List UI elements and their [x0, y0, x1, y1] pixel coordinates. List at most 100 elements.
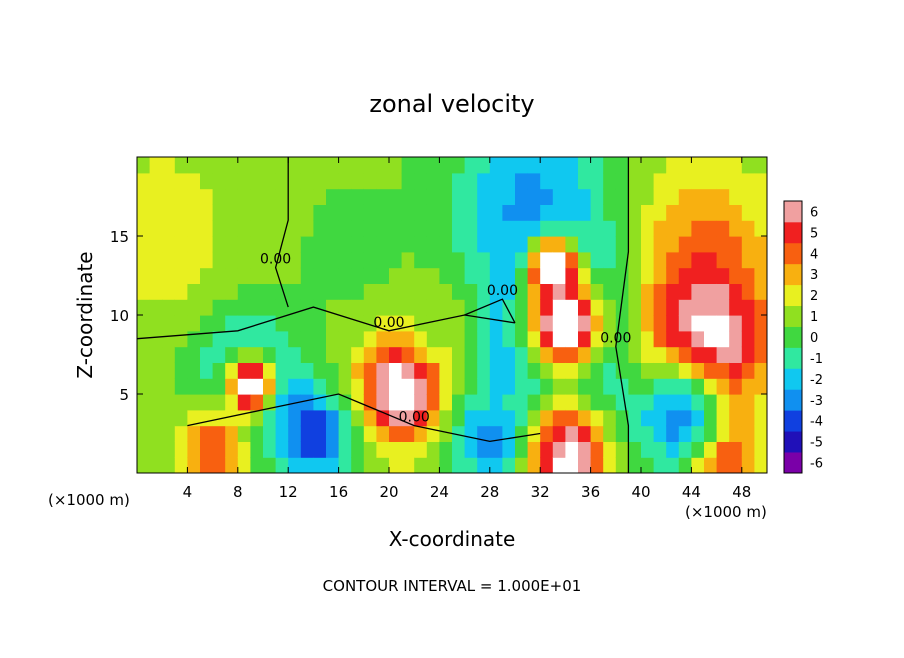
heatmap-cell — [250, 394, 264, 411]
heatmap-cell — [137, 330, 151, 348]
heatmap-cell — [376, 299, 390, 316]
heatmap-cell — [754, 236, 767, 253]
heatmap-cell — [691, 188, 705, 205]
heatmap-cell — [426, 362, 440, 379]
heatmap-cell — [704, 236, 718, 253]
heatmap-cell — [149, 346, 163, 363]
heatmap-cell — [502, 409, 516, 427]
heatmap-cell — [578, 378, 592, 395]
heatmap-cell — [326, 441, 340, 458]
heatmap-cell — [275, 204, 289, 221]
heatmap-cell — [414, 409, 428, 427]
heatmap-cell — [426, 299, 440, 316]
heatmap-cell — [678, 378, 692, 395]
heatmap-cell — [376, 362, 390, 379]
heatmap-cell — [590, 394, 604, 411]
heatmap-cell — [489, 188, 503, 205]
heatmap-cell — [376, 330, 390, 348]
heatmap-cell — [250, 283, 264, 300]
heatmap-cell — [338, 172, 352, 190]
heatmap-cell — [162, 251, 176, 269]
heatmap-cell — [565, 267, 579, 284]
heatmap-cell — [288, 157, 302, 174]
heatmap-cell — [729, 220, 743, 237]
heatmap-cell — [716, 362, 730, 379]
heatmap-cell — [502, 267, 516, 284]
heatmap-cell — [515, 409, 529, 427]
heatmap-cell — [716, 299, 730, 316]
heatmap-cell — [565, 172, 579, 190]
heatmap-cell — [540, 267, 554, 284]
heatmap-cell — [376, 425, 390, 442]
heatmap-cell — [729, 425, 743, 442]
heatmap-cell — [288, 330, 302, 348]
heatmap-cell — [754, 315, 767, 332]
heatmap-cell — [502, 362, 516, 379]
heatmap-cell — [452, 236, 466, 253]
heatmap-cell — [313, 409, 327, 427]
x-unit-right: (×1000 m) — [685, 503, 767, 521]
heatmap-cell — [754, 346, 767, 363]
heatmap-cell — [250, 330, 264, 348]
contour-label: 0.00 — [373, 315, 404, 331]
heatmap-cell — [565, 157, 579, 174]
heatmap-cell — [741, 362, 755, 379]
heatmap-cell — [401, 299, 415, 316]
heatmap-cell — [691, 394, 705, 411]
heatmap-cell — [200, 220, 214, 237]
heatmap-cell — [401, 457, 415, 473]
heatmap-cell — [540, 157, 554, 174]
heatmap-cell — [313, 425, 327, 442]
heatmap-cell — [666, 157, 680, 174]
heatmap-cell — [741, 283, 755, 300]
heatmap-cell — [414, 346, 428, 363]
heatmap-cell — [414, 188, 428, 205]
heatmap-cell — [212, 346, 226, 363]
heatmap-cell — [174, 441, 188, 458]
heatmap-cell — [552, 283, 566, 300]
heatmap-cell — [754, 441, 767, 458]
heatmap-cell — [149, 315, 163, 332]
heatmap-cell — [237, 283, 251, 300]
heatmap-cell — [603, 441, 617, 458]
heatmap-cell — [603, 315, 617, 332]
heatmap-cell — [313, 315, 327, 332]
heatmap-cell — [628, 394, 642, 411]
heatmap-cell — [603, 188, 617, 205]
heatmap-cell — [326, 172, 340, 190]
heatmap-cell — [615, 346, 629, 363]
heatmap-cell — [464, 346, 478, 363]
heatmap-cell — [590, 441, 604, 458]
heatmap-cell — [137, 394, 151, 411]
heatmap-cell — [300, 441, 314, 458]
heatmap-cell — [603, 330, 617, 348]
heatmap-cell — [263, 283, 277, 300]
heatmap-cell — [704, 267, 718, 284]
heatmap-cell — [275, 362, 289, 379]
colorbar-swatch — [784, 242, 802, 265]
heatmap-cell — [489, 409, 503, 427]
heatmap-cell — [641, 283, 655, 300]
heatmap-cell — [363, 204, 377, 221]
heatmap-cell — [515, 362, 529, 379]
heatmap-cell — [502, 394, 516, 411]
heatmap-cell — [326, 251, 340, 269]
heatmap-cell — [263, 251, 277, 269]
heatmap-cell — [351, 299, 365, 316]
heatmap-cell — [527, 362, 541, 379]
heatmap-cell — [552, 172, 566, 190]
heatmap-cell — [363, 220, 377, 237]
heatmap-cell — [426, 441, 440, 458]
heatmap-cell — [515, 457, 529, 473]
heatmap-cell — [149, 299, 163, 316]
heatmap-cell — [578, 394, 592, 411]
y-axis: 5 10 15 — [110, 228, 767, 404]
x-tick-label: 40 — [631, 483, 650, 501]
heatmap-cell — [376, 188, 390, 205]
heatmap-cell — [363, 172, 377, 190]
heatmap-cell — [590, 172, 604, 190]
heatmap-cell — [275, 425, 289, 442]
heatmap-cell — [313, 157, 327, 174]
heatmap-cell — [250, 315, 264, 332]
heatmap-cell — [641, 441, 655, 458]
